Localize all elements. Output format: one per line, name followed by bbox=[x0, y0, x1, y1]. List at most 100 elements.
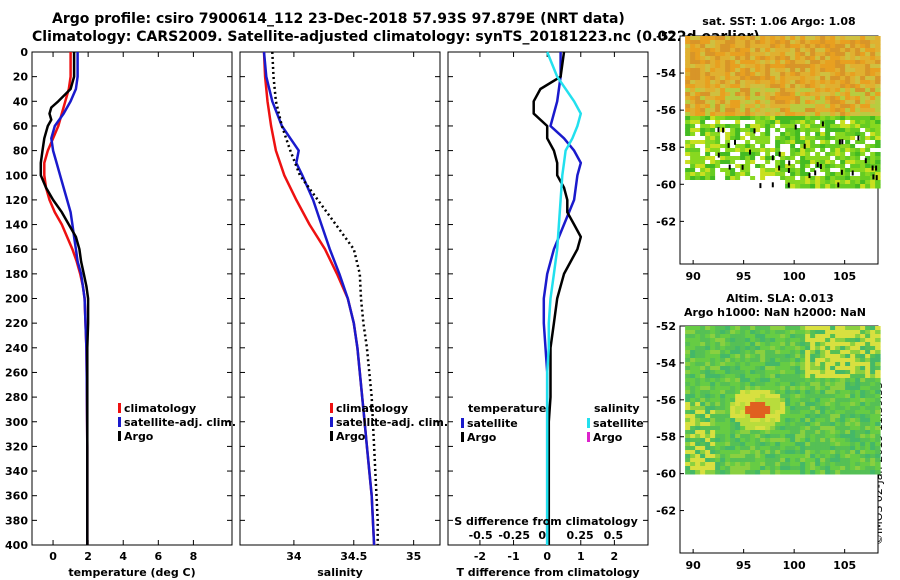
heatmap-cell bbox=[690, 334, 696, 339]
heatmap-cell bbox=[875, 160, 881, 165]
heatmap-cell bbox=[765, 450, 771, 455]
heatmap-cell bbox=[695, 140, 701, 145]
heatmap-cell bbox=[700, 180, 706, 185]
heatmap-cell bbox=[810, 160, 816, 165]
heatmap-cell bbox=[795, 124, 801, 129]
heatmap-cell bbox=[775, 96, 781, 101]
heatmap-cell bbox=[815, 466, 821, 471]
heatmap-cell bbox=[810, 350, 816, 355]
heatmap-cell bbox=[745, 394, 751, 399]
heatmap-cell bbox=[855, 100, 861, 105]
heatmap-cell bbox=[820, 132, 826, 137]
heatmap-cell bbox=[795, 60, 801, 65]
heatmap-cell bbox=[725, 362, 731, 367]
heatmap-cell bbox=[685, 128, 691, 133]
heatmap-cell bbox=[790, 68, 796, 73]
heatmap-cell bbox=[825, 76, 831, 81]
heatmap-cell bbox=[700, 374, 706, 379]
heatmap-cell bbox=[775, 144, 781, 149]
heatmap-cell bbox=[865, 402, 871, 407]
heatmap-cell bbox=[815, 414, 821, 419]
heatmap-cell bbox=[875, 454, 881, 459]
heatmap-cell bbox=[695, 172, 701, 177]
heatmap-cell bbox=[770, 56, 776, 61]
heatmap-cell bbox=[690, 176, 696, 181]
heatmap-cell bbox=[745, 398, 751, 403]
heatmap-cell bbox=[705, 128, 711, 133]
heatmap-cell bbox=[785, 386, 791, 391]
heatmap-cell bbox=[820, 426, 826, 431]
heatmap-cell bbox=[760, 120, 766, 125]
heatmap-cell bbox=[735, 382, 741, 387]
heatmap-cell bbox=[845, 164, 851, 169]
heatmap-cell bbox=[760, 44, 766, 49]
heatmap-cell bbox=[745, 446, 751, 451]
heatmap-cell bbox=[695, 124, 701, 129]
heatmap-cell bbox=[725, 370, 731, 375]
depth-tick-label: 320 bbox=[5, 440, 28, 453]
heatmap-cell bbox=[700, 52, 706, 57]
heatmap-cell bbox=[820, 108, 826, 113]
heatmap-cell bbox=[735, 354, 741, 359]
heatmap-cell bbox=[795, 446, 801, 451]
heatmap-cell bbox=[875, 76, 881, 81]
heatmap-cell bbox=[845, 108, 851, 113]
heatmap-cell bbox=[855, 334, 861, 339]
heatmap-cell bbox=[830, 56, 836, 61]
heatmap-cell bbox=[860, 398, 866, 403]
heatmap-cell bbox=[720, 108, 726, 113]
heatmap-cell bbox=[690, 96, 696, 101]
heatmap-cell bbox=[710, 330, 716, 335]
heatmap-cell bbox=[765, 144, 771, 149]
heatmap-cell bbox=[860, 418, 866, 423]
heatmap-cell bbox=[690, 426, 696, 431]
heatmap-cell bbox=[855, 366, 861, 371]
sst-missing-mark bbox=[787, 168, 790, 173]
heatmap-cell bbox=[705, 52, 711, 57]
heatmap-cell bbox=[850, 334, 856, 339]
heatmap-cell bbox=[780, 454, 786, 459]
heatmap-cell bbox=[745, 64, 751, 69]
heatmap-cell bbox=[695, 72, 701, 77]
heatmap-cell bbox=[800, 160, 806, 165]
heatmap-cell bbox=[790, 128, 796, 133]
heatmap-cell bbox=[730, 374, 736, 379]
heatmap-cell bbox=[785, 446, 791, 451]
heatmap-cell bbox=[730, 394, 736, 399]
heatmap-cell bbox=[750, 52, 756, 57]
heatmap-cell bbox=[690, 132, 696, 137]
heatmap-cell bbox=[705, 124, 711, 129]
heatmap-cell bbox=[870, 378, 876, 383]
heatmap-cell bbox=[720, 92, 726, 97]
heatmap-cell bbox=[810, 176, 816, 181]
heatmap-cell bbox=[810, 402, 816, 407]
heatmap-cell bbox=[810, 334, 816, 339]
heatmap-cell bbox=[785, 398, 791, 403]
heatmap-cell bbox=[705, 112, 711, 117]
heatmap-cell bbox=[820, 358, 826, 363]
heatmap-cell bbox=[695, 88, 701, 93]
heatmap-cell bbox=[725, 80, 731, 85]
heatmap-cell bbox=[820, 104, 826, 109]
heatmap-cell bbox=[855, 144, 861, 149]
heatmap-cell bbox=[705, 342, 711, 347]
heatmap-cell bbox=[690, 438, 696, 443]
heatmap-cell bbox=[700, 462, 706, 467]
heatmap-cell bbox=[765, 330, 771, 335]
heatmap-cell bbox=[735, 120, 741, 125]
heatmap-cell bbox=[745, 132, 751, 137]
heatmap-cell bbox=[755, 346, 761, 351]
heatmap-cell bbox=[865, 362, 871, 367]
heatmap-cell bbox=[865, 366, 871, 371]
heatmap-cell bbox=[780, 76, 786, 81]
heatmap-cell bbox=[700, 80, 706, 85]
heatmap-cell bbox=[750, 354, 756, 359]
heatmap-cell bbox=[705, 378, 711, 383]
heatmap-cell bbox=[790, 454, 796, 459]
heatmap-cell bbox=[695, 40, 701, 45]
heatmap-cell bbox=[740, 470, 746, 475]
heatmap-cell bbox=[785, 438, 791, 443]
heatmap-cell bbox=[765, 128, 771, 133]
heatmap-cell bbox=[865, 72, 871, 77]
heatmap-cell bbox=[735, 68, 741, 73]
